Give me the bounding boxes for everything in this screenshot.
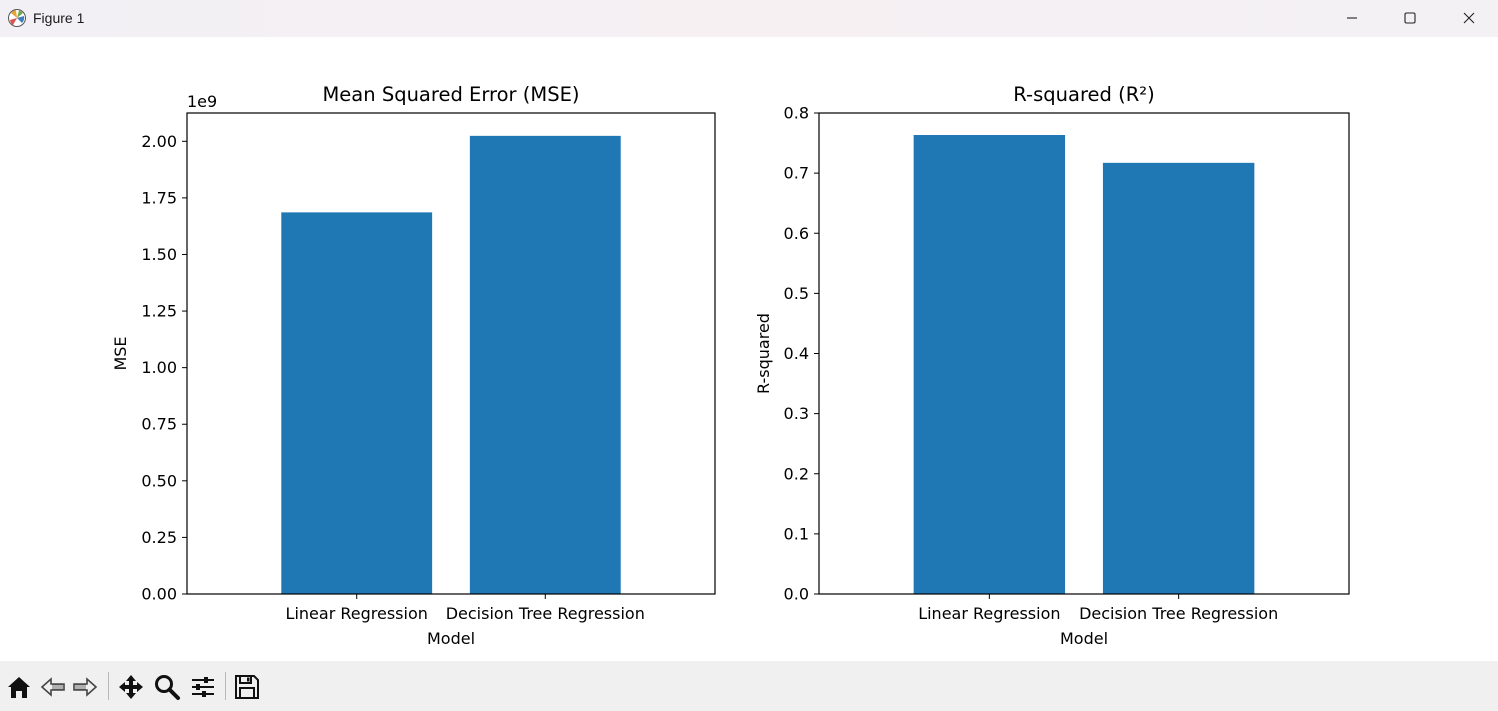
x-tick-label: Linear Regression — [918, 604, 1060, 623]
y-tick-label: 0.75 — [141, 415, 177, 434]
axis-offset-text: 1e9 — [187, 92, 217, 111]
matplotlib-logo-icon — [8, 9, 26, 27]
y-axis-label: R-squared — [754, 313, 773, 394]
y-tick-label: 0.2 — [784, 464, 809, 483]
x-axis-label: Model — [1060, 629, 1108, 648]
zoom-icon — [155, 675, 180, 700]
chart-title: R-squared (R²) — [1013, 83, 1154, 106]
title-bar: Figure 1 — [0, 0, 1498, 37]
pan-button[interactable] — [114, 670, 148, 704]
y-tick-label: 0.50 — [141, 471, 177, 490]
bar-1 — [281, 212, 433, 594]
y-tick-label: 1.00 — [141, 358, 177, 377]
y-tick-label: 0.3 — [784, 404, 809, 423]
forward-button[interactable] — [68, 670, 102, 704]
y-tick-label: 2.00 — [141, 132, 177, 151]
maximize-icon — [1404, 12, 1416, 24]
toolbar-separator — [108, 672, 109, 700]
bar-2 — [1102, 162, 1255, 594]
window-title: Figure 1 — [33, 10, 85, 26]
save-icon — [235, 675, 259, 699]
y-axis-label: MSE — [111, 336, 130, 370]
figure-canvas: 0.00 0.25 0.50 0.75 1.00 1.25 1.50 1.75 2.00 Line… — [111, 83, 1350, 648]
bar-2 — [469, 135, 621, 595]
minimize-button[interactable] — [1323, 0, 1381, 37]
pan-icon — [119, 675, 143, 699]
zoom-button[interactable] — [150, 670, 184, 704]
x-axis-label: Model — [427, 629, 475, 648]
y-tick-label: 0.00 — [141, 585, 177, 604]
y-tick-label: 1.50 — [141, 245, 177, 264]
x-tick-label: Decision Tree Regression — [446, 604, 645, 623]
configure-subplots-button[interactable] — [186, 670, 220, 704]
y-tick-label: 0.1 — [784, 524, 809, 543]
x-tick-label: Linear Regression — [286, 604, 428, 623]
back-button[interactable] — [36, 670, 70, 704]
y-tick-label: 0.7 — [784, 164, 809, 183]
y-tick-label: 1.75 — [141, 188, 177, 207]
y-tick-label: 0.4 — [784, 344, 809, 363]
home-button[interactable] — [2, 670, 36, 704]
axes-frame — [186, 112, 716, 595]
back-arrow-icon — [40, 677, 65, 697]
axes-frame — [818, 112, 1350, 595]
y-tick-label: 0.6 — [784, 224, 809, 243]
y-tick-label: 1.25 — [141, 302, 177, 321]
home-icon — [8, 677, 30, 698]
y-tick-label: 0.8 — [784, 104, 809, 123]
y-tick-label: 0.0 — [784, 585, 809, 604]
chart-title: Mean Squared Error (MSE) — [322, 83, 579, 106]
y-tick-label: 0.25 — [141, 528, 177, 547]
toolbar-separator — [225, 672, 226, 700]
minimize-icon — [1347, 17, 1357, 19]
close-icon — [1463, 12, 1475, 24]
x-tick-label: Decision Tree Regression — [1079, 604, 1278, 623]
close-button[interactable] — [1440, 0, 1498, 37]
save-button[interactable] — [230, 670, 264, 704]
bar-1 — [913, 135, 1066, 595]
y-tick-label: 0.5 — [784, 284, 809, 303]
maximize-button[interactable] — [1381, 0, 1439, 37]
configure-subplots-icon — [192, 677, 214, 697]
forward-arrow-icon — [73, 677, 98, 697]
navigation-toolbar — [0, 661, 1498, 711]
